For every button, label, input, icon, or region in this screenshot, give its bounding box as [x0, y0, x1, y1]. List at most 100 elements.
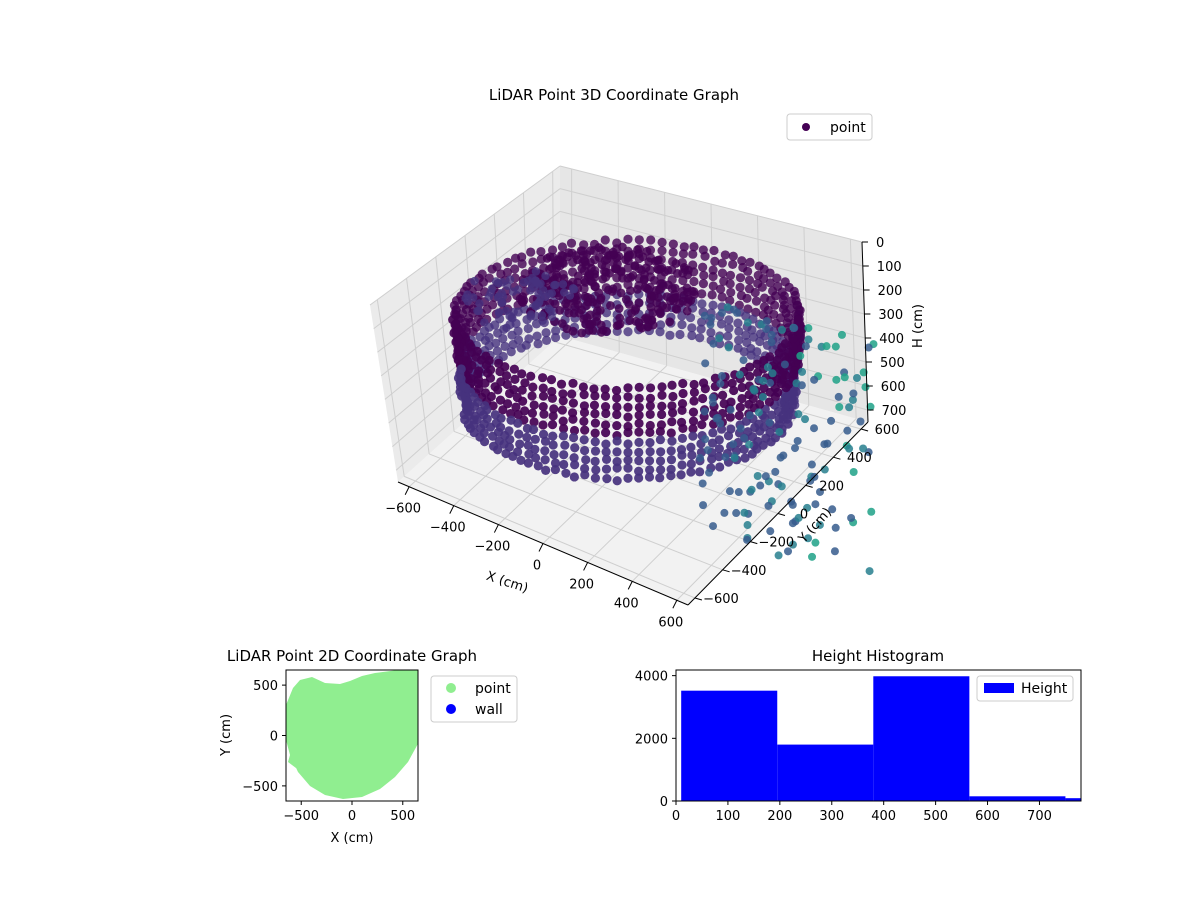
z-gridline [369, 165, 561, 306]
point-3d [634, 437, 644, 447]
point-3d [590, 428, 600, 438]
x-tick [404, 486, 410, 495]
point-3d [576, 246, 586, 256]
point-3d [745, 257, 755, 267]
point-3d [747, 449, 757, 459]
point-3d [515, 439, 525, 449]
point-3d [710, 256, 720, 266]
point-3d [645, 420, 655, 431]
point-3d [548, 431, 558, 441]
point-3d [644, 456, 655, 466]
point-3d [558, 389, 568, 399]
point-3d [493, 293, 503, 302]
point-3d [699, 270, 709, 280]
point-3d [645, 447, 655, 457]
point-3d-scatter [790, 324, 799, 333]
point-3d [600, 391, 611, 401]
point-3d [547, 420, 558, 430]
point-3d [506, 347, 516, 357]
point-3d [700, 251, 710, 261]
point-3d [654, 285, 664, 295]
x-tick-label-hist: 400 [871, 809, 896, 824]
point-3d [686, 442, 696, 452]
point-3d [753, 368, 763, 378]
point-3d [566, 238, 577, 248]
point-3d [634, 410, 644, 420]
point-3d [539, 286, 548, 295]
point-3d [645, 383, 656, 393]
point-3d [451, 337, 461, 347]
point-3d [538, 383, 548, 393]
point-3d-scatter [807, 460, 816, 469]
point-3d [716, 319, 727, 329]
point-3d-scatter [859, 368, 868, 377]
point-3d [648, 308, 658, 318]
point-3d [453, 346, 463, 356]
point-3d [490, 382, 500, 392]
point-3d-scatter [699, 501, 708, 510]
point-3d [741, 311, 751, 321]
point-3d [655, 426, 665, 437]
point-3d [526, 312, 535, 321]
point-3d [717, 268, 728, 278]
point-3d [579, 416, 589, 427]
point-3d [630, 261, 640, 271]
point-3d [529, 400, 539, 410]
point-3d-scatter [794, 410, 803, 419]
point-3d [657, 390, 667, 400]
point-3d [586, 294, 596, 304]
legend-3d-point-marker [802, 123, 810, 131]
point-3d [555, 306, 565, 315]
point-3d-scatter [740, 508, 749, 517]
point-3d [759, 383, 769, 393]
point-3d-scatter [706, 320, 715, 329]
point-3d [449, 328, 459, 338]
point-3d-scatter [745, 440, 754, 449]
point-3d [623, 402, 633, 412]
z-gridline [559, 324, 868, 411]
x-tick [493, 524, 499, 533]
point-3d [455, 382, 466, 392]
point-3d [623, 263, 633, 273]
point-3d-scatter [715, 334, 724, 343]
point-3d-scatter [840, 373, 849, 382]
point-3d [475, 299, 484, 308]
point-3d [677, 320, 687, 330]
point-3d [549, 404, 559, 414]
x-tick [672, 600, 678, 609]
point-3d [652, 298, 662, 308]
point-3d [688, 249, 698, 259]
point-3d [492, 262, 502, 272]
point-3d [709, 245, 719, 256]
point-3d [623, 463, 633, 473]
point-3d [772, 273, 782, 283]
point-3d [634, 466, 644, 476]
point-3d [538, 373, 548, 383]
point-3d [451, 319, 461, 329]
legend-2d-wall-label: wall [475, 702, 503, 718]
point-3d [717, 292, 727, 302]
point-3d [457, 391, 467, 401]
point-3d [540, 455, 550, 465]
point-3d [725, 295, 735, 306]
point-3d [600, 235, 610, 245]
point-3d [504, 388, 515, 399]
point-3d [553, 273, 563, 282]
point-3d-scatter [761, 472, 770, 481]
point-3d [707, 290, 717, 300]
point-3d [532, 278, 542, 287]
point-3d [649, 276, 659, 285]
point-3d [657, 409, 667, 420]
point-3d [668, 391, 678, 402]
point-3d [501, 306, 511, 315]
point-3d [556, 379, 567, 389]
point-3d-scatter [830, 547, 839, 556]
point-3d-scatter [777, 325, 786, 334]
z-gridline [373, 188, 561, 329]
z-gridline [559, 165, 863, 243]
z-axis-label-3d: H (cm) [911, 304, 926, 348]
point-3d [517, 385, 527, 395]
point-3d [667, 417, 677, 427]
point-cloud-2d [286, 670, 418, 799]
